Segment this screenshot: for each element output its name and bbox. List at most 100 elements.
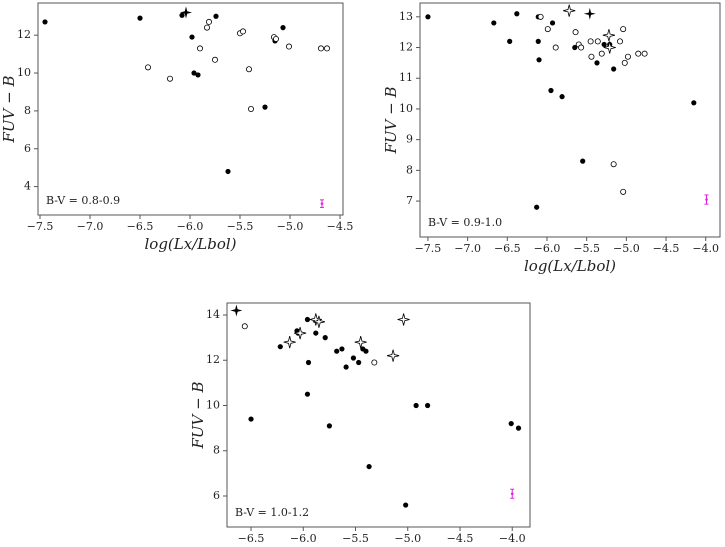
- error-point: [320, 202, 324, 205]
- x-tick-label: −6.5: [127, 220, 154, 233]
- x-tick-label: −5.0: [277, 220, 304, 233]
- open-point: [572, 29, 579, 36]
- filled-point: [322, 335, 328, 341]
- filled-point: [343, 364, 349, 370]
- filled-point: [350, 355, 357, 361]
- filled-point: [413, 402, 419, 409]
- y-axis-label: FUV − B: [0, 75, 18, 143]
- open-point: [594, 38, 601, 45]
- y-tick-label: 6: [24, 142, 31, 155]
- y-axis-label: FUV − B: [382, 86, 400, 154]
- error-bar: [704, 194, 709, 205]
- filled-point: [601, 41, 607, 48]
- filled-point: [403, 502, 409, 508]
- open-point: [203, 24, 210, 31]
- open-star: [283, 336, 296, 349]
- filled-point: [191, 70, 197, 76]
- filled-point: [326, 423, 332, 429]
- filled-point: [356, 359, 362, 366]
- open-point: [196, 45, 203, 52]
- y-tick-label: 6: [213, 489, 220, 502]
- open-point: [578, 44, 585, 51]
- filled-point: [363, 348, 369, 354]
- x-tick-label: −7.0: [77, 220, 104, 233]
- open-star: [354, 336, 367, 349]
- open-point: [620, 188, 627, 195]
- annotation: B-V = 1.0-1.2: [235, 506, 309, 519]
- filled-point: [515, 425, 522, 431]
- filled-point: [225, 168, 231, 175]
- open-point: [285, 43, 292, 50]
- y-tick-label: 8: [24, 104, 31, 117]
- filled-point: [534, 204, 540, 210]
- x-tick-label: −5.5: [342, 532, 369, 545]
- open-point: [144, 64, 151, 71]
- open-point: [624, 53, 631, 60]
- x-axis-label: log(Lx/Lbol): [524, 257, 616, 275]
- open-point: [587, 38, 594, 45]
- open-point: [544, 26, 551, 33]
- filled-point: [179, 12, 185, 18]
- y-tick-label: 11: [399, 71, 413, 84]
- x-tick-label: −6.0: [177, 220, 204, 233]
- open-point: [552, 44, 559, 51]
- plot-frame: [226, 302, 531, 528]
- error-bar: [510, 488, 515, 499]
- plot-frame: [37, 2, 344, 216]
- y-tick-label: 8: [213, 444, 220, 457]
- open-point: [617, 38, 624, 45]
- open-point: [211, 56, 218, 63]
- open-point: [537, 13, 544, 20]
- open-point: [205, 18, 212, 25]
- filled-point: [305, 359, 312, 366]
- open-point: [371, 359, 378, 366]
- y-tick-label: 12: [17, 28, 31, 41]
- open-point: [610, 161, 617, 168]
- x-tick-label: −6.5: [494, 242, 521, 255]
- filled-point: [507, 38, 513, 44]
- filled-point: [280, 25, 286, 31]
- plot-frame: [419, 2, 721, 238]
- filled-point: [425, 14, 431, 20]
- x-tick-label: −5.0: [394, 532, 421, 545]
- y-tick-label: 10: [17, 66, 31, 79]
- x-tick-label: −4.0: [692, 242, 719, 255]
- open-star: [387, 349, 400, 362]
- y-tick-label: 12: [206, 353, 220, 366]
- filled-point: [304, 316, 311, 323]
- open-star: [603, 41, 616, 54]
- x-tick-label: −5.5: [227, 220, 254, 233]
- filled-point: [535, 38, 541, 44]
- open-point: [272, 35, 279, 42]
- filled-star: [180, 6, 192, 19]
- open-point: [588, 53, 595, 60]
- y-tick-label: 9: [406, 133, 413, 146]
- annotation: B-V = 0.9-1.0: [428, 216, 502, 229]
- y-axis-label: FUV − B: [189, 381, 207, 449]
- filled-point: [334, 348, 340, 354]
- filled-point: [42, 19, 48, 25]
- filled-star: [230, 304, 243, 317]
- open-point: [620, 26, 627, 33]
- open-point: [598, 50, 605, 57]
- x-tick-label: −6.0: [534, 242, 561, 255]
- x-tick-label: −4.5: [327, 220, 354, 233]
- y-tick-label: 10: [206, 398, 220, 411]
- x-tick-label: −7.5: [27, 220, 54, 233]
- y-tick-label: 4: [24, 180, 31, 193]
- filled-point: [248, 416, 254, 422]
- filled-point: [559, 94, 565, 100]
- y-tick-label: 8: [406, 163, 413, 176]
- filled-point: [425, 402, 431, 409]
- open-point: [635, 50, 642, 57]
- open-point: [247, 106, 254, 113]
- filled-point: [137, 15, 143, 21]
- filled-point: [611, 66, 617, 72]
- y-tick-label: 10: [399, 102, 413, 115]
- error-point: [705, 198, 708, 201]
- y-tick-label: 13: [399, 10, 413, 23]
- filled-point: [549, 20, 556, 26]
- filled-point: [514, 11, 520, 17]
- x-axis-label: log(Lx/Lbol): [145, 235, 237, 253]
- open-point: [317, 45, 324, 52]
